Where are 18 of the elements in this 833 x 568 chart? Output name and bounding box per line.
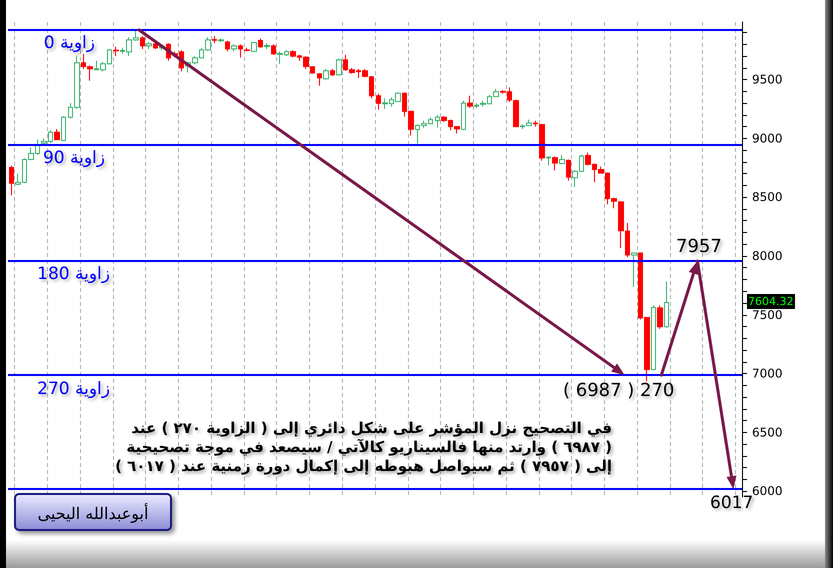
text: أبوعبدالله اليحيى [14,493,172,531]
ref-line-label: زاوية 90 [42,148,105,168]
y-tick-label: 7000 [752,366,783,381]
y-tick-label: 8000 [752,248,783,263]
annotation: ( 6987 ) 270 [563,380,674,402]
y-tick-label: 6000 [752,484,783,498]
text: 7604.32 [747,294,794,310]
y-tick-label: 8500 [752,190,783,204]
y-tick-label: 9500 [752,72,783,87]
ref-line-label: زاوية 180 [37,264,110,284]
y-tick-label: 6500 [752,425,783,440]
annotation: 6017 [710,493,754,514]
y-tick-label: 7500 [752,308,783,322]
ref-line-label: زاوية 270 [37,379,110,400]
annotation: 7957 [676,236,722,258]
annotation: في التصحيح نزل المؤشر على شكل دائري إلى ( الزاوية ٢٧٠ ) عند ( ٦٩٨٧ ) وارتد منها فالسيناريو كالآتي / سيصعد في موجة تصحيحية إلى ( ٧٩٥٧ ) ثم سيواصل هبوطه إلى إكمال دورة زمنية عند ( ٦٠١٧ ) [115,419,612,476]
y-tick-label: 9000 [752,131,783,146]
ref-line-label: زاوية 0 [44,32,95,53]
